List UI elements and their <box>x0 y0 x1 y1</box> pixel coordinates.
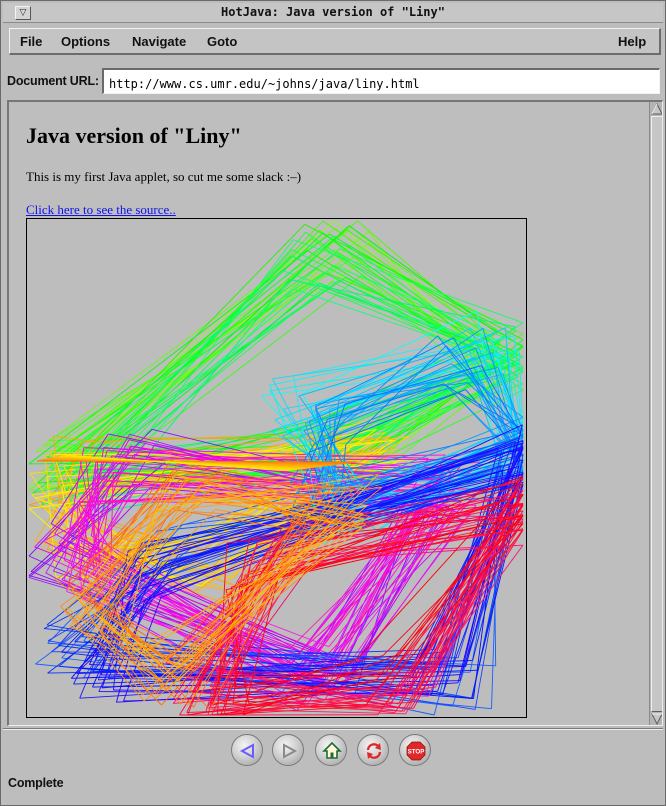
menu-bar: File Options Navigate Goto Help <box>9 28 661 55</box>
intro-paragraph: This is my first Java applet, so cut me … <box>26 169 302 184</box>
reload-icon <box>366 743 382 759</box>
menu-file[interactable]: File <box>20 34 43 49</box>
status-text: Complete <box>8 776 64 790</box>
stop-icon: STOP <box>406 741 426 761</box>
menu-goto[interactable]: Goto <box>207 34 238 49</box>
home-button[interactable] <box>315 734 347 766</box>
reload-button[interactable] <box>357 734 389 766</box>
source-link[interactable]: Click here to see the source.. <box>26 202 176 217</box>
liny-line-art <box>28 220 524 716</box>
scroll-down-icon[interactable] <box>651 713 663 725</box>
scroll-up-icon[interactable] <box>651 103 663 115</box>
forward-button[interactable] <box>272 734 304 766</box>
home-icon <box>322 741 342 759</box>
page-title: Java version of "Liny" <box>26 123 242 148</box>
stop-label: STOP <box>408 749 425 756</box>
stop-button[interactable]: STOP <box>399 734 431 766</box>
vertical-scrollbar[interactable] <box>649 102 663 725</box>
toolbar-divider <box>3 728 663 730</box>
document-url-input[interactable] <box>102 68 660 94</box>
forward-arrow-icon <box>283 743 298 759</box>
scroll-thumb[interactable] <box>651 116 662 712</box>
back-button[interactable] <box>231 734 263 766</box>
window-title: HotJava: Java version of "Liny" <box>221 5 445 19</box>
document-view: Java version of "Liny" This is my first … <box>7 100 663 726</box>
title-bar[interactable]: ▽ HotJava: Java version of "Liny" <box>3 3 663 23</box>
menu-options[interactable]: Options <box>61 34 111 49</box>
menu-help[interactable]: Help <box>618 34 647 49</box>
document-url-label: Document URL: <box>7 74 99 88</box>
liny-applet[interactable] <box>26 218 527 718</box>
window-menu-button[interactable]: ▽ <box>15 6 31 20</box>
menu-navigate[interactable]: Navigate <box>132 34 187 49</box>
back-arrow-icon <box>239 743 254 759</box>
